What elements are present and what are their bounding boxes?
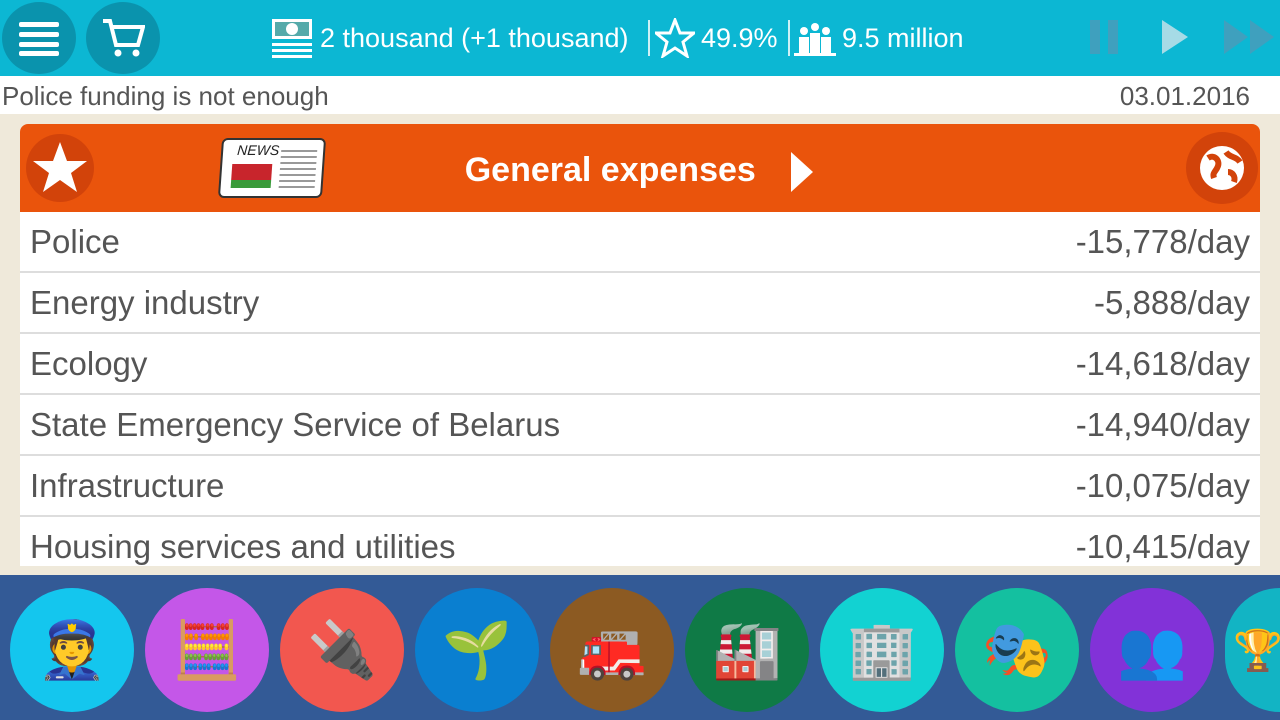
expense-value: -15,778/day (1075, 222, 1250, 260)
hamburger-icon (19, 22, 59, 56)
expense-name: Ecology (30, 344, 148, 382)
expense-name: Energy industry (30, 283, 260, 321)
pause-icon (1090, 20, 1118, 54)
top-bar: 2 thousand (+1 thousand) 49.9% 9.5 milli… (0, 0, 1280, 76)
pause-button[interactable] (1088, 18, 1120, 64)
population-value: 9.5 million (842, 22, 964, 53)
expense-value: -14,940/day (1075, 405, 1250, 443)
police-icon: 👮 (37, 618, 107, 681)
people-icon: 👥 (1117, 618, 1187, 681)
expense-row[interactable]: Infrastructure -10,075/day (20, 456, 1260, 517)
panel-header: NEWS General expenses (20, 124, 1260, 212)
theatre-icon: 🎭 (982, 618, 1052, 681)
category-bar: 👮 🧮 🔌 🌱 🚒 🏭 🏢 🎭 👥 🏆 (0, 575, 1280, 720)
panel-title[interactable]: General expenses (20, 150, 1260, 194)
category-button[interactable]: 🚒 (550, 588, 674, 712)
category-button[interactable]: 🏢 (820, 588, 944, 712)
trophy-icon: 🏆 (1233, 628, 1280, 673)
ecology-plant-icon: 🌱 (442, 618, 512, 681)
expense-row[interactable]: Ecology -14,618/day (20, 334, 1260, 395)
population-stat: 9.5 million (794, 0, 964, 76)
cart-icon (103, 19, 145, 57)
energy-plug-icon: 🔌 (307, 618, 377, 681)
star-icon (655, 18, 695, 58)
expense-row[interactable]: Housing services and utilities -10,415/da… (20, 517, 1260, 566)
expense-row[interactable]: State Emergency Service of Belarus -14,94… (20, 395, 1260, 456)
world-button[interactable] (1186, 132, 1258, 204)
category-button[interactable]: 👥 (1090, 588, 1214, 712)
shop-button[interactable] (86, 2, 160, 74)
game-date: 03.01.2016 (1119, 81, 1250, 111)
category-button[interactable]: 🎭 (955, 588, 1079, 712)
globe-icon (1200, 146, 1244, 190)
status-message: Police funding is not enough (2, 81, 329, 111)
money-value: 2 thousand (+1 thousand) (320, 22, 629, 53)
play-icon (1162, 20, 1188, 54)
fast-forward-icon (1224, 20, 1274, 54)
expense-value: -5,888/day (1094, 283, 1250, 321)
panel-title-text: General expenses (464, 150, 756, 189)
expense-row[interactable]: Energy industry -5,888/day (20, 273, 1260, 334)
category-button[interactable]: 🏆 (1225, 588, 1280, 712)
rating-stat: 49.9% (655, 0, 778, 76)
favorite-button[interactable] (26, 134, 94, 202)
divider (788, 20, 790, 56)
star-icon (33, 142, 87, 192)
expenses-list: Police -15,778/day Energy industry -5,888/d… (20, 212, 1260, 566)
fast-forward-button[interactable] (1222, 18, 1278, 64)
housing-icon: 🏢 (847, 618, 917, 681)
category-button[interactable]: 🏭 (685, 588, 809, 712)
expense-name: Infrastructure (30, 466, 225, 504)
category-button[interactable]: 🧮 (145, 588, 269, 712)
finance-icon: 🧮 (172, 618, 242, 681)
expenses-panel: NEWS General expenses Police -15,778/day E… (20, 124, 1260, 566)
expense-name: State Emergency Service of Belarus (30, 405, 561, 443)
menu-button[interactable] (2, 2, 76, 74)
money-stat: 2 thousand (+1 thousand) (270, 0, 628, 76)
chevron-right-icon (791, 152, 814, 192)
category-button[interactable]: 🔌 (280, 588, 404, 712)
population-icon (794, 23, 836, 56)
expense-value: -10,075/day (1075, 466, 1250, 504)
expense-name: Police (30, 222, 120, 260)
rating-value: 49.9% (701, 22, 778, 53)
expense-value: -10,415/day (1075, 527, 1250, 565)
expense-value: -14,618/day (1075, 344, 1250, 382)
divider (648, 20, 650, 56)
category-button[interactable]: 👮 (10, 588, 134, 712)
category-button[interactable]: 🌱 (415, 588, 539, 712)
factory-icon: 🏭 (712, 618, 782, 681)
fire-station-icon: 🚒 (577, 618, 647, 681)
money-icon (272, 19, 312, 58)
expense-row[interactable]: Police -15,778/day (20, 212, 1260, 273)
expense-name: Housing services and utilities (30, 527, 456, 565)
status-bar: Police funding is not enough 03.01.2016 (0, 76, 1280, 114)
play-button[interactable] (1160, 18, 1190, 64)
